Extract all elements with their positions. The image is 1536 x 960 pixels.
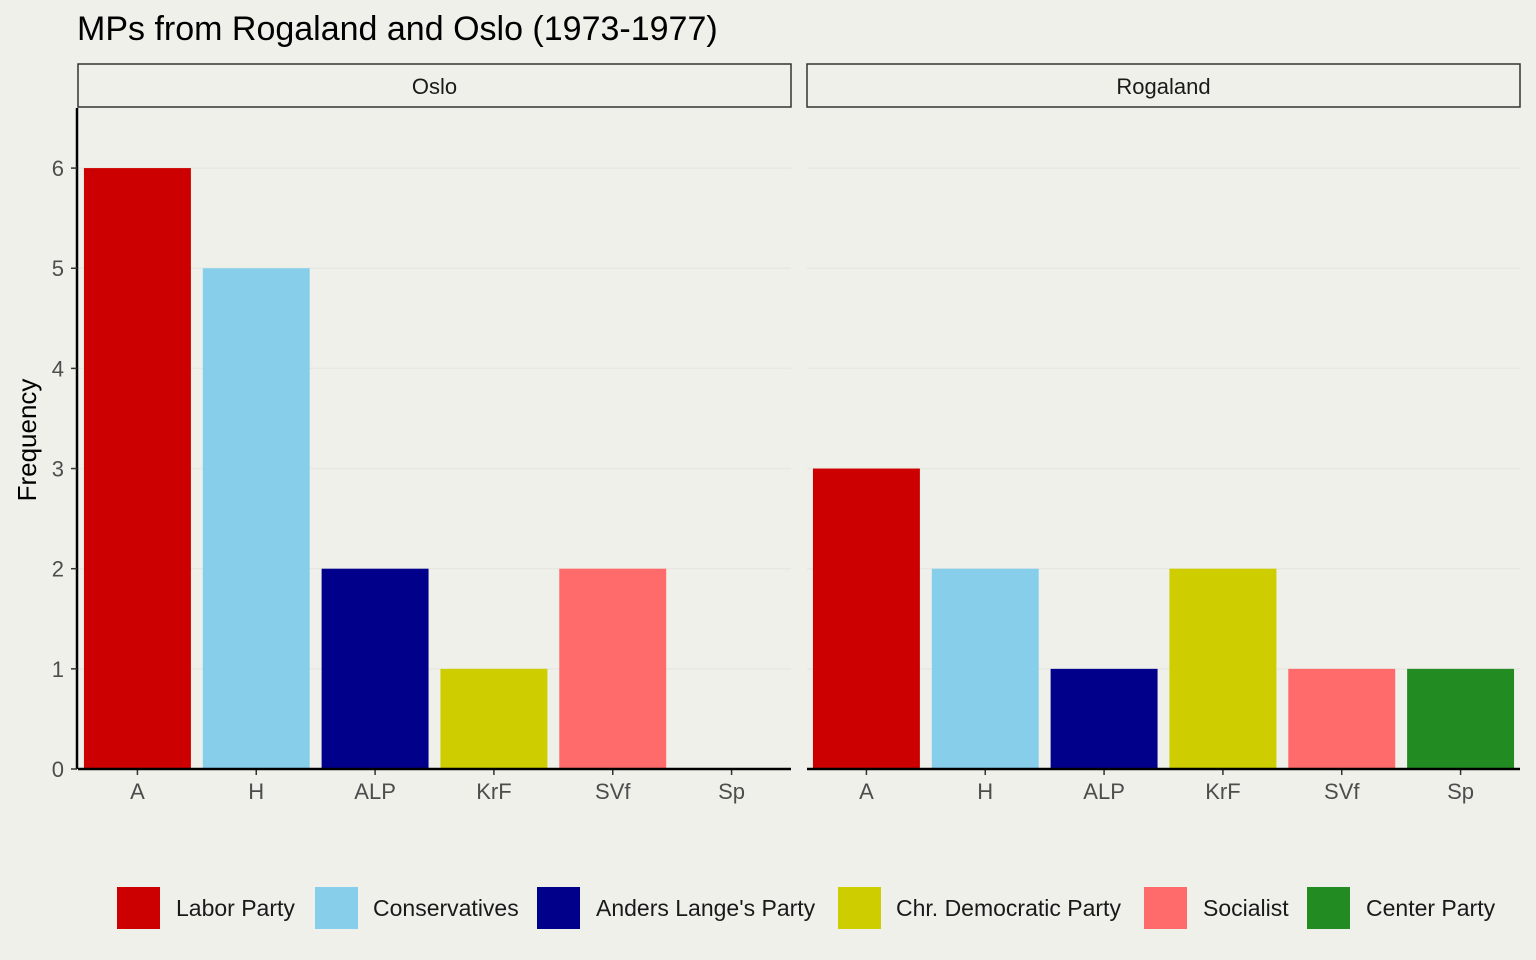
legend-label: Center Party <box>1366 895 1496 921</box>
legend-item: Anders Lange's Party <box>537 887 816 929</box>
x-tick-label: A <box>130 779 145 804</box>
panels-layer: Oslo A H ALP KrF SVf Sp Rogaland A H ALP KrF SVf Sp 0 1… <box>52 63 1521 804</box>
y-tick-label: 2 <box>52 557 64 582</box>
bar-rogaland-h <box>931 568 1039 769</box>
y-tick-label: 0 <box>52 757 64 782</box>
y-tick-label: 5 <box>52 256 64 281</box>
x-tick-label: ALP <box>1083 779 1125 804</box>
strip-label: Oslo <box>412 74 457 99</box>
bar-oslo-a <box>83 168 191 769</box>
bar-oslo-h <box>202 268 310 769</box>
bar-oslo-alp <box>321 568 429 769</box>
x-tick-label: A <box>859 779 874 804</box>
x-tick-label: Sp <box>718 779 745 804</box>
bar-rogaland-alp <box>1050 668 1158 769</box>
legend-swatch <box>117 887 160 929</box>
chart-title: MPs from Rogaland and Oslo (1973-1977) <box>77 10 718 48</box>
legend-swatch <box>1307 887 1350 929</box>
strip-label: Rogaland <box>1116 74 1210 99</box>
legend-swatch <box>838 887 881 929</box>
x-tick-label: SVf <box>1324 779 1360 804</box>
bar-oslo-svf <box>559 568 667 769</box>
legend-swatch <box>1144 887 1187 929</box>
legend-label: Anders Lange's Party <box>596 895 816 921</box>
y-tick-label: 6 <box>52 156 64 181</box>
y-axis: 0 1 2 3 4 5 6 <box>52 108 79 782</box>
y-axis-title: Frequency <box>12 379 42 502</box>
legend-label: Chr. Democratic Party <box>896 895 1121 921</box>
legend-swatch <box>537 887 580 929</box>
strip-oslo <box>77 63 792 108</box>
x-tick-label: KrF <box>1205 779 1240 804</box>
y-tick-label: 4 <box>52 356 64 381</box>
legend-item: Chr. Democratic Party <box>838 887 1121 929</box>
legend: Labor Party Conservatives Anders Lange's P… <box>117 887 1496 929</box>
legend-item: Labor Party <box>117 887 295 929</box>
legend-item: Conservatives <box>315 887 519 929</box>
legend-item: Center Party <box>1307 887 1496 929</box>
bar-rogaland-sp <box>1407 668 1515 769</box>
legend-label: Conservatives <box>373 895 519 921</box>
y-tick-label: 3 <box>52 457 64 482</box>
x-tick-label: SVf <box>595 779 631 804</box>
x-tick-label: ALP <box>354 779 396 804</box>
x-tick-label: KrF <box>476 779 511 804</box>
bar-rogaland-svf <box>1288 668 1396 769</box>
legend-label: Socialist <box>1203 895 1289 921</box>
x-tick-label: H <box>248 779 264 804</box>
legend-label: Labor Party <box>176 895 295 921</box>
bar-rogaland-krf <box>1169 568 1277 769</box>
strip-rogaland <box>806 63 1521 108</box>
legend-item: Socialist <box>1144 887 1289 929</box>
legend-swatch <box>315 887 358 929</box>
x-tick-label: H <box>977 779 993 804</box>
panel-oslo: Oslo A H ALP KrF SVf Sp <box>77 63 792 804</box>
bar-rogaland-a <box>812 468 920 769</box>
x-tick-label: Sp <box>1447 779 1474 804</box>
y-tick-label: 1 <box>52 657 64 682</box>
bar-oslo-krf <box>440 668 548 769</box>
panel-rogaland: Rogaland A H ALP KrF SVf Sp <box>806 63 1521 804</box>
